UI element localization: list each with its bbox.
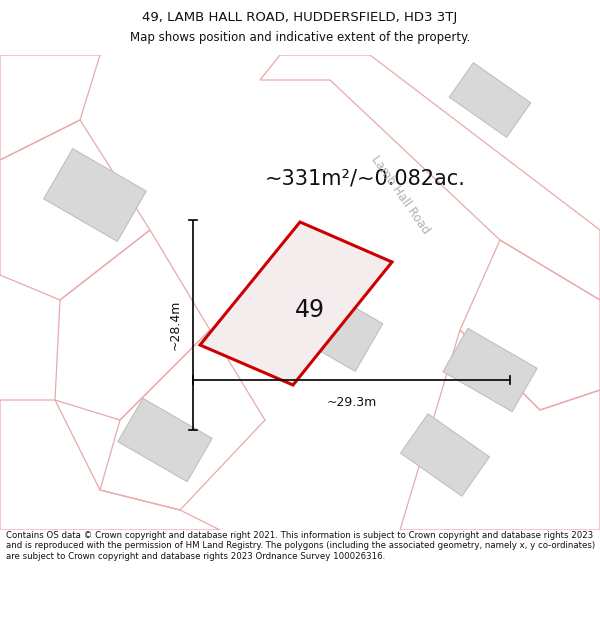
Text: Contains OS data © Crown copyright and database right 2021. This information is : Contains OS data © Crown copyright and d… xyxy=(6,531,595,561)
Polygon shape xyxy=(443,328,537,412)
Text: ~29.3m: ~29.3m xyxy=(326,396,377,409)
Text: 49, LAMB HALL ROAD, HUDDERSFIELD, HD3 3TJ: 49, LAMB HALL ROAD, HUDDERSFIELD, HD3 3T… xyxy=(142,11,458,24)
Text: 49: 49 xyxy=(295,298,325,322)
Polygon shape xyxy=(277,279,383,371)
Polygon shape xyxy=(401,414,490,496)
Text: ~28.4m: ~28.4m xyxy=(169,300,182,350)
Polygon shape xyxy=(44,149,146,241)
Text: ~331m²/~0.082ac.: ~331m²/~0.082ac. xyxy=(265,168,466,188)
Text: Lamb Hall Road: Lamb Hall Road xyxy=(368,153,432,237)
Polygon shape xyxy=(200,222,392,385)
Polygon shape xyxy=(449,62,531,138)
Text: Map shows position and indicative extent of the property.: Map shows position and indicative extent… xyxy=(130,31,470,44)
Polygon shape xyxy=(118,398,212,482)
